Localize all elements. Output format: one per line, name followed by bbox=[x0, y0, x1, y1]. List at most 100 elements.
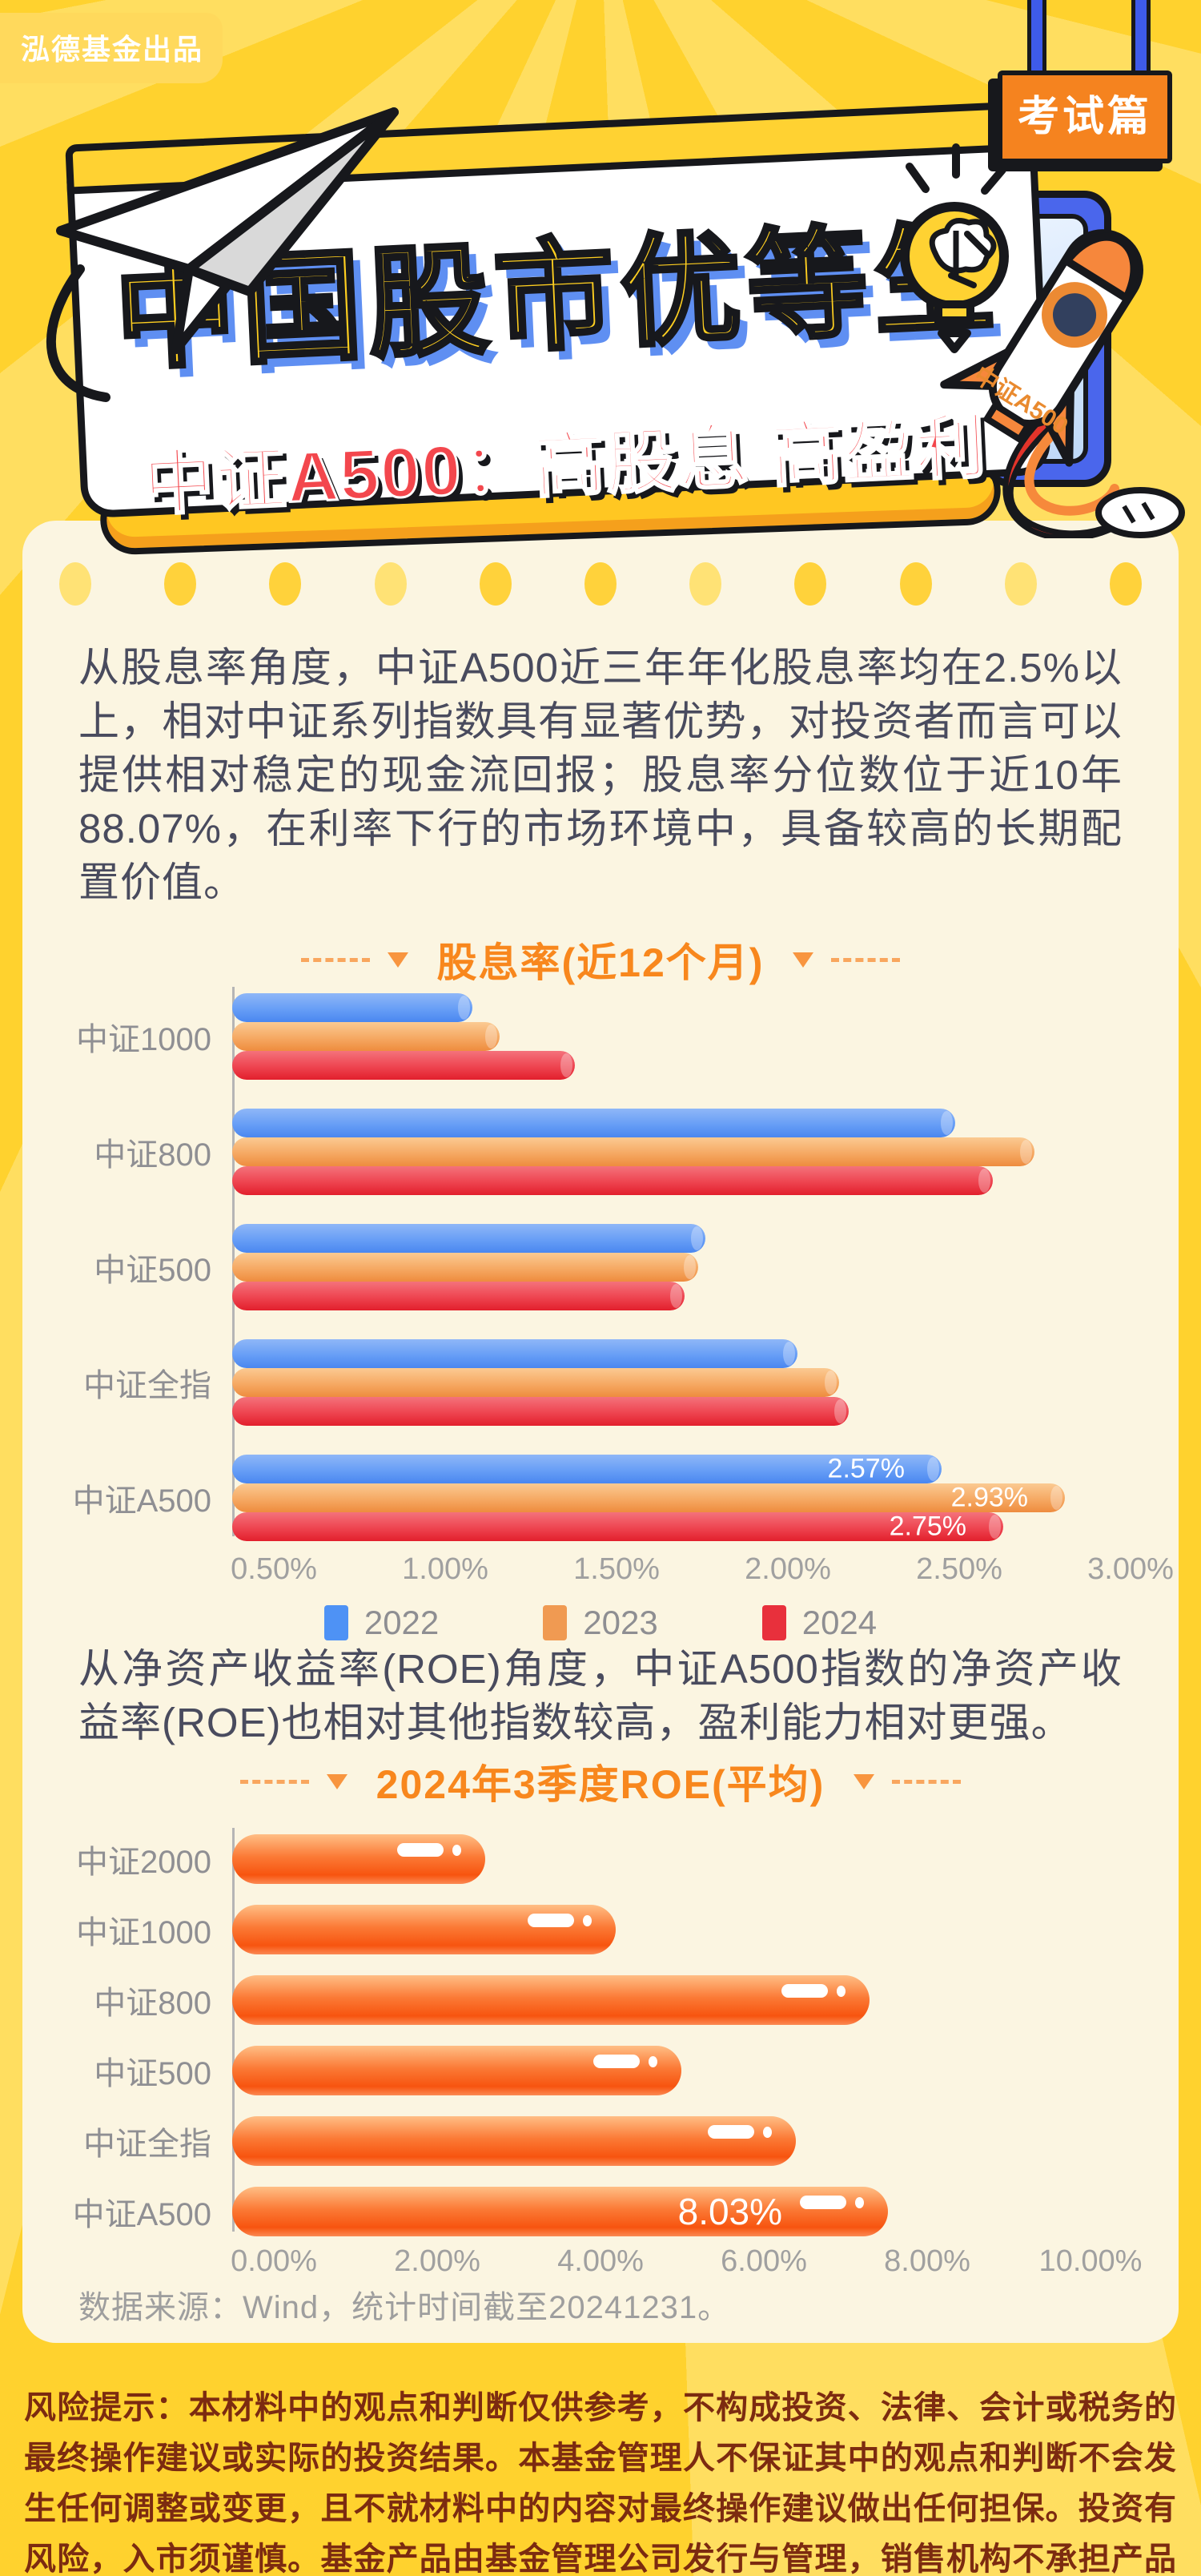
chart-row: 中证1000 bbox=[64, 1905, 1049, 1954]
axis-tick-label: 6.00% bbox=[721, 2244, 807, 2278]
risk-disclaimer: 风险提示：本材料中的观点和判断仅供参考，不构成投资、法律、会计或税务的最终操作建… bbox=[24, 2390, 1177, 2576]
dot bbox=[689, 562, 722, 606]
source-note: 数据来源：Wind，统计时间截至20241231。 bbox=[78, 2290, 731, 2325]
bar-2023 bbox=[232, 1368, 839, 1397]
bar-2023 bbox=[232, 1022, 500, 1051]
axis-tick-label: 3.00% bbox=[1087, 1552, 1174, 1586]
bar-group: 2.57% 2.93% 2.75% bbox=[232, 1454, 1089, 1542]
roe-x-axis: 0.00% 2.00% 4.00% 6.00% 8.00% 10.00% bbox=[231, 2244, 1142, 2281]
roe-bar bbox=[232, 1905, 617, 1954]
legend-label: 2023 bbox=[583, 1604, 658, 1641]
axis-line bbox=[232, 1828, 235, 2232]
axis-tick-label: 1.50% bbox=[573, 1552, 660, 1586]
dividend-paragraph: 从股息率角度，中证A500近三年年化股息率均在2.5%以上，相对中证系列指数具有… bbox=[78, 645, 1123, 905]
legend-item: 2024 bbox=[761, 1604, 877, 1642]
bar-2022: 2.57% bbox=[232, 1454, 942, 1484]
publisher-tag: 泓德基金出品 bbox=[0, 13, 223, 83]
roe-chart-title-row: 2024年3季度ROE(平均) bbox=[22, 1753, 1179, 1810]
dividend-chart-title-row: 股息率(近12个月) bbox=[22, 931, 1179, 988]
bar-group bbox=[232, 1109, 1089, 1195]
bar-2022 bbox=[232, 1339, 798, 1368]
bar-group bbox=[232, 1975, 1049, 2025]
triangle-down-icon bbox=[854, 1773, 875, 1789]
axis-tick-label: 0.00% bbox=[231, 2244, 317, 2278]
roe-bar bbox=[232, 1975, 870, 2025]
dash-decoration bbox=[300, 957, 370, 962]
bar-highlight bbox=[397, 1843, 462, 1857]
legend-swatch bbox=[761, 1605, 786, 1640]
dot bbox=[479, 562, 512, 606]
chart-row: 中证A500 2.57% 2.93% 2.75% bbox=[64, 1454, 1089, 1542]
dot bbox=[899, 562, 932, 606]
axis-tick-label: 0.50% bbox=[231, 1552, 317, 1586]
dot bbox=[164, 562, 197, 606]
axis-tick-label: 2.00% bbox=[394, 2244, 480, 2278]
category-label: 中证1000 bbox=[76, 1915, 211, 1950]
bar-highlight bbox=[528, 1914, 592, 1927]
paper-plane-icon bbox=[46, 107, 399, 402]
badge-strap-right bbox=[1131, 0, 1151, 77]
axis-tick-label: 10.00% bbox=[1038, 2244, 1143, 2278]
decorative-dots-row bbox=[59, 562, 1142, 606]
bar-2022 bbox=[232, 1224, 705, 1253]
bar-group bbox=[232, 2116, 1049, 2166]
dash-decoration bbox=[892, 1779, 962, 1784]
bar-2023: 2.93% bbox=[232, 1482, 1066, 1513]
roe-bar bbox=[232, 2046, 681, 2095]
chart-row: 中证全指 bbox=[64, 1339, 1089, 1426]
category-label: 中证全指 bbox=[83, 2127, 211, 2162]
bar-highlight bbox=[707, 2125, 772, 2139]
dot bbox=[584, 562, 617, 606]
dot bbox=[794, 562, 827, 606]
chart-row: 中证1000 bbox=[64, 993, 1089, 1080]
legend-item: 2022 bbox=[323, 1604, 440, 1642]
dot bbox=[1109, 562, 1142, 606]
lightbulb-brain-icon bbox=[900, 143, 1009, 353]
category-label: 中证800 bbox=[94, 1137, 211, 1173]
content-card: 从股息率角度，中证A500近三年年化股息率均在2.5%以上，相对中证系列指数具有… bbox=[22, 521, 1179, 2343]
chart-row: 中证800 bbox=[64, 1109, 1089, 1195]
dot bbox=[374, 562, 407, 606]
dash-decoration bbox=[239, 1779, 309, 1784]
category-label: 中证A500 bbox=[72, 1483, 211, 1519]
chart-row: 中证500 bbox=[64, 2046, 1049, 2095]
roe-bar bbox=[232, 2116, 796, 2166]
axis-tick-label: 4.00% bbox=[557, 2244, 644, 2278]
dot bbox=[1004, 562, 1037, 606]
roe-chart: 中证2000 中证1000 中证800 中证500 中证全指 中证A500 8.03% bbox=[64, 1828, 1049, 2257]
triangle-down-icon bbox=[793, 952, 814, 968]
dividend-chart: 中证1000 中证800 中证500 中证全指中证A500 2.57% 2.93% 2.75… bbox=[64, 987, 1089, 1570]
bar-group bbox=[232, 2046, 1049, 2095]
bar-highlight bbox=[781, 1984, 846, 1998]
roe-chart-rows: 中证2000 中证1000 中证800 中证500 中证全指 中证A500 8.03% bbox=[64, 1828, 1049, 2236]
rocket-illustration: 中证A500 bbox=[940, 229, 1185, 538]
legend-swatch bbox=[323, 1605, 348, 1640]
chart-legend: 2022 2023 2024 bbox=[22, 1604, 1179, 1642]
category-label: 中证500 bbox=[94, 1253, 211, 1288]
category-label: 中证A500 bbox=[72, 2197, 211, 2232]
bar-highlight bbox=[593, 2055, 657, 2068]
dot bbox=[59, 562, 91, 606]
chart-row: 中证800 bbox=[64, 1975, 1049, 2025]
bar-2024 bbox=[232, 1166, 994, 1195]
bar-group bbox=[232, 1339, 1089, 1426]
dividend-chart-rows: 中证1000 中证800 中证500 中证全指中证A500 2.57% 2.93% 2.75… bbox=[64, 987, 1089, 1542]
bar-group bbox=[232, 1905, 1049, 1954]
dividend-chart-title: 股息率(近12个月) bbox=[436, 940, 765, 985]
bar-2023 bbox=[232, 1253, 699, 1282]
legend-label: 2022 bbox=[364, 1604, 440, 1641]
legend-swatch bbox=[543, 1605, 568, 1640]
bar-value-label: 2.93% bbox=[950, 1482, 1029, 1513]
dividend-x-axis: 0.50% 1.00% 1.50% 2.00% 2.50% 3.00% bbox=[231, 1552, 1174, 1589]
chart-row: 中证A500 8.03% bbox=[64, 2187, 1049, 2236]
chart-row: 中证全指 bbox=[64, 2116, 1049, 2166]
bar-2023 bbox=[232, 1137, 1034, 1166]
category-label: 中证800 bbox=[94, 1986, 211, 2021]
bar-group bbox=[232, 1224, 1089, 1310]
bar-2024: 2.75% bbox=[232, 1511, 1003, 1542]
bar-2022 bbox=[232, 1109, 956, 1137]
bar-group: 8.03% bbox=[232, 2187, 1049, 2236]
triangle-down-icon bbox=[326, 1773, 347, 1789]
chart-row: 中证500 bbox=[64, 1224, 1089, 1310]
